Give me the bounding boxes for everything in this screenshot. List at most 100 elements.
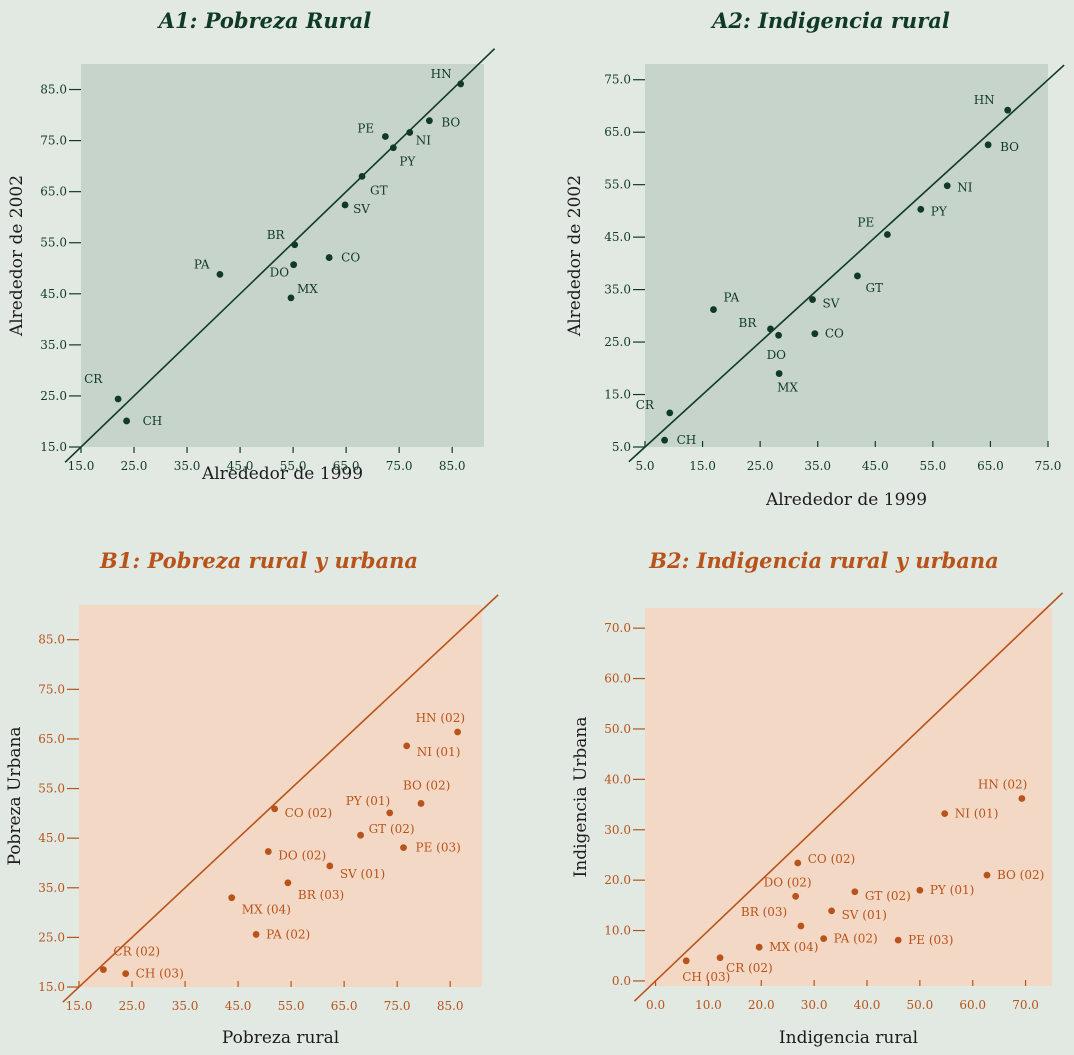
a1-point-py	[389, 144, 397, 152]
a1-y-axis-label: Alrededor de 2002	[7, 175, 27, 337]
b2-point-label-py-01: PY (01)	[930, 883, 974, 897]
a1-point-label-sv: SV	[353, 202, 370, 216]
a2-point-label-do: DO	[767, 348, 787, 362]
b1-point-label-br-03: BR (03)	[298, 888, 344, 902]
a2-x-axis-label: Alrededor de 1999	[765, 490, 927, 510]
a2-point-py	[917, 205, 925, 213]
a1-diagonal-line	[64, 48, 496, 463]
a2-point-mx	[775, 370, 783, 377]
a2-x-tick-label: 45.0	[862, 459, 889, 473]
a1-point-label-bo: BO	[441, 116, 460, 130]
b2-x-tick-label: 50.0	[906, 998, 933, 1012]
a1-x-tick-label: 85.0	[439, 459, 466, 473]
b2-x-tick-label: 10.0	[695, 998, 722, 1012]
a1-y-tick-label: 25.0	[40, 389, 67, 403]
a1-point-label-do: DO	[270, 266, 290, 280]
a2-y-tick-label: 15.0	[604, 388, 631, 402]
a1-point-label-py: PY	[399, 155, 416, 169]
b1-y-tick-label: 75.0	[38, 682, 65, 696]
a2-point-hn	[1004, 106, 1012, 114]
b2-point-label-cr-02: CR (02)	[726, 961, 773, 975]
a2-x-tick-label: 5.0	[635, 459, 654, 473]
b1-point-pe-03	[400, 844, 407, 851]
a2-point-bo	[984, 141, 992, 149]
b1-point-cr-02	[99, 966, 107, 974]
b1-point-br-03	[284, 879, 292, 887]
a1-point-label-gt: GT	[370, 183, 388, 197]
a1-y-tick-label: 45.0	[40, 287, 67, 301]
a1-point-hn	[457, 80, 465, 88]
b2-y-tick-label: 0.0	[612, 974, 631, 988]
a1-y-tick-label: 85.0	[40, 83, 67, 97]
b2-point-gt-02	[851, 888, 859, 896]
a2-y-tick-label: 5.0	[612, 440, 631, 454]
b1-point-co-02	[271, 805, 279, 813]
a2-plot-area	[645, 64, 1048, 447]
a1-point-ch	[123, 417, 131, 425]
b1-point-gt-02	[357, 831, 364, 839]
a1-point-sv	[341, 201, 349, 209]
a1-y-tick-label: 15.0	[40, 440, 67, 454]
a1-point-ni	[406, 129, 414, 136]
b1-y-tick-label: 55.0	[38, 782, 65, 796]
b2-title: B2: Indigencia rural y urbana	[648, 548, 998, 573]
b1-x-tick-label: 85.0	[437, 999, 464, 1013]
a2-x-tick-label: 35.0	[804, 459, 831, 473]
b1-point-label-bo-02: BO (02)	[403, 778, 450, 792]
b2-y-tick-label: 60.0	[604, 672, 631, 686]
a2-x-tick-label: 25.0	[747, 459, 774, 473]
b2-point-do-02	[792, 892, 800, 900]
b2-y-tick-label: 50.0	[604, 722, 631, 736]
b1-x-tick-label: 45.0	[225, 999, 252, 1013]
a2-title: A2: Indigencia rural	[710, 8, 950, 33]
a1-point-pe	[381, 133, 389, 140]
a2-y-axis-label: Alrededor de 2002	[565, 175, 585, 337]
b1-point-label-py-01: PY (01)	[346, 794, 390, 808]
a1-point-label-pe: PE	[357, 122, 374, 136]
a1-x-tick-label: 75.0	[386, 459, 413, 473]
b1-x-tick-label: 65.0	[331, 999, 358, 1013]
a1-x-tick-label: 55.0	[280, 459, 307, 473]
a2-point-br	[767, 325, 774, 333]
a1-x-tick-label: 65.0	[333, 459, 360, 473]
b2-point-label-sv-01: SV (01)	[842, 908, 887, 922]
a1-point-pa	[216, 270, 224, 278]
b2-point-label-mx-04: MX (04)	[769, 940, 818, 954]
a1-point-label-co: CO	[341, 251, 360, 265]
a2-point-label-mx: MX	[777, 381, 798, 395]
b2-point-ch-03	[682, 957, 690, 965]
b2-point-label-gt-02: GT (02)	[865, 889, 911, 903]
b2-point-label-br-03: BR (03)	[741, 905, 787, 919]
a1-point-br	[291, 241, 299, 249]
a2-point-ch	[661, 436, 668, 444]
a1-point-label-cr: CR	[84, 372, 103, 386]
b1-point-label-co-02: CO (02)	[285, 806, 332, 820]
b2-y-axis-label: Indigencia Urbana	[571, 717, 591, 878]
a1-point-gt	[358, 172, 366, 180]
b1-point-label-pa-02: PA (02)	[266, 927, 310, 941]
a2-point-label-pa: PA	[724, 291, 740, 305]
a2-point-sv	[809, 296, 816, 303]
a2-y-tick-label: 55.0	[604, 178, 631, 192]
b2-y-tick-label: 70.0	[604, 621, 631, 635]
b1-point-label-cr-02: CR (02)	[113, 945, 160, 959]
b2-y-tick-label: 30.0	[604, 823, 631, 837]
b2-point-br-03	[797, 922, 805, 930]
a2-y-tick-label: 35.0	[604, 283, 631, 297]
a2-point-label-ni: NI	[957, 181, 973, 195]
b1-diagonal-line	[62, 594, 499, 1003]
b2-x-axis-label: Indigencia rural	[779, 1028, 918, 1048]
a2-x-tick-label: 75.0	[1035, 459, 1062, 473]
a2-point-label-ch: CH	[677, 433, 697, 447]
b1-point-ch-03	[122, 970, 130, 978]
b2-point-pa-02	[820, 935, 828, 943]
a1-point-label-hn: HN	[431, 67, 452, 81]
a1-point-cr	[114, 395, 122, 403]
a2-point-co	[811, 330, 819, 338]
b2-point-label-pa-02: PA (02)	[834, 932, 878, 946]
b1-point-label-pe-03: PE (03)	[416, 841, 461, 855]
a2-point-pa	[710, 306, 717, 313]
b2-x-tick-label: 30.0	[801, 998, 828, 1012]
b2-x-tick-label: 0.0	[646, 998, 665, 1012]
